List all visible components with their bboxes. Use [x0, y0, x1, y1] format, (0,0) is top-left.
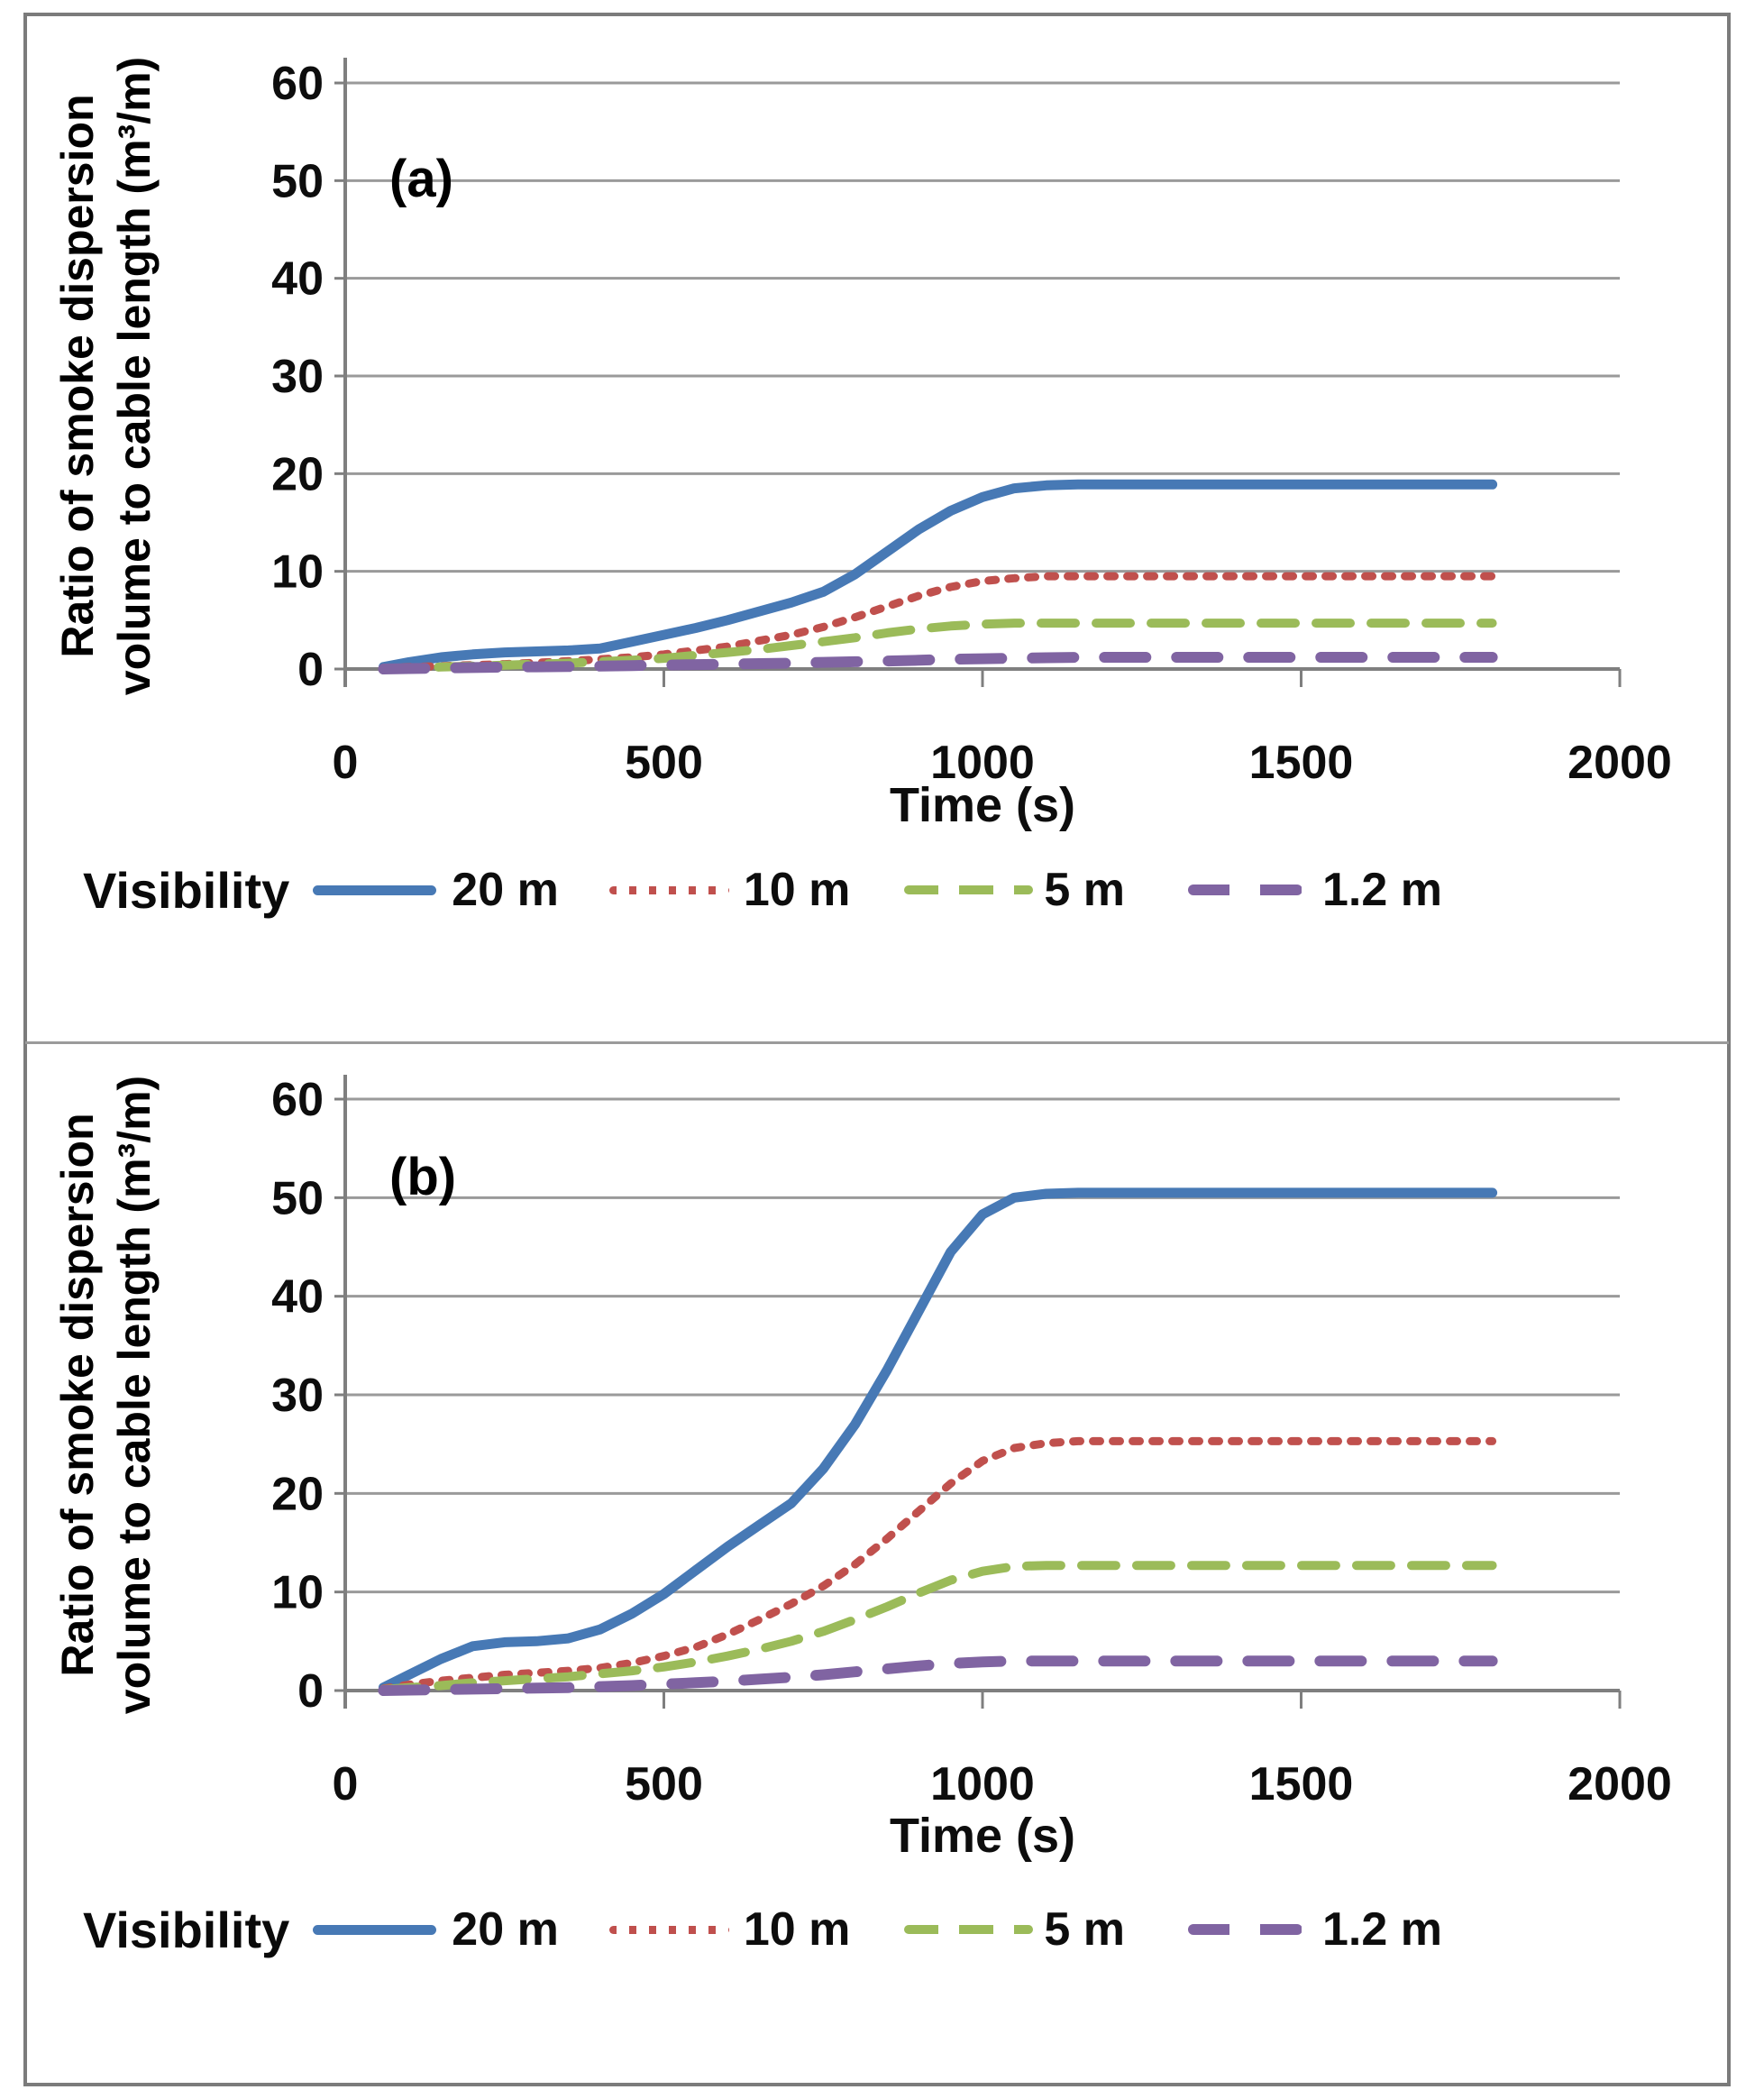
- legend-item-1-2m: 1.2 m: [1187, 1902, 1442, 1957]
- series-line-20-m: [378, 479, 1498, 673]
- svg-text:60: 60: [271, 58, 324, 110]
- svg-text:40: 40: [271, 253, 324, 306]
- svg-text:30: 30: [271, 351, 324, 403]
- legend-title-b: Visibility: [83, 1901, 290, 1958]
- legend-label-5m: 5 m: [1044, 1903, 1125, 1956]
- legend-label-20m: 20 m: [452, 1903, 559, 1956]
- x-axis-title-a: Time (s): [889, 778, 1076, 832]
- line-sample-5m-icon: [904, 885, 1034, 894]
- svg-text:0: 0: [333, 1758, 359, 1810]
- svg-text:0: 0: [333, 737, 359, 789]
- svg-text:1000: 1000: [930, 1758, 1035, 1810]
- line-sample-20m-icon: [313, 1924, 437, 1935]
- legend-item-5m: 5 m: [904, 863, 1188, 917]
- svg-text:50: 50: [271, 1172, 324, 1224]
- legend-label-1-2m: 1.2 m: [1321, 1903, 1442, 1956]
- svg-text:10: 10: [271, 1567, 324, 1619]
- legend-a: Visibility 20 m 10 m 5 m 1.2 m: [83, 858, 1442, 921]
- legend-label-10m: 10 m: [743, 1903, 851, 1956]
- legend-label-10m: 10 m: [743, 864, 851, 916]
- figure-border: [23, 13, 1731, 2086]
- line-sample-1-2m-icon: [1187, 1924, 1302, 1935]
- svg-text:0: 0: [297, 1665, 324, 1718]
- svg-text:20: 20: [271, 448, 324, 500]
- svg-text:40: 40: [271, 1271, 324, 1324]
- legend-item-20m: 20 m: [313, 1902, 609, 1957]
- svg-text:1500: 1500: [1249, 737, 1354, 789]
- legend-item-10m: 10 m: [608, 1902, 905, 1957]
- series-line-10-m: [379, 1436, 1497, 1693]
- y-axis-title-b: Ratio of smoke dispersion: [52, 1113, 103, 1676]
- line-sample-5m-icon: [904, 1925, 1034, 1934]
- y-axis-title-b: volume to cable length (m³/m): [109, 1076, 160, 1714]
- svg-text:500: 500: [625, 1758, 703, 1810]
- line-sample-1-2m-icon: [1187, 885, 1302, 895]
- line-sample-20m-icon: [313, 885, 437, 895]
- legend-item-10m: 10 m: [608, 863, 905, 917]
- svg-text:10: 10: [271, 546, 324, 599]
- legend-label-20m: 20 m: [452, 864, 559, 916]
- panel-divider: [25, 1041, 1729, 1044]
- svg-text:30: 30: [271, 1370, 324, 1422]
- legend-b: Visibility 20 m 10 m 5 m 1.2 m: [83, 1898, 1442, 1961]
- series-line-1-2-m: [378, 652, 1498, 674]
- svg-text:500: 500: [625, 737, 703, 789]
- svg-text:1500: 1500: [1249, 1758, 1354, 1810]
- legend-title-a: Visibility: [83, 861, 290, 919]
- svg-text:1000: 1000: [930, 737, 1035, 789]
- legend-item-1-2m: 1.2 m: [1187, 863, 1442, 917]
- y-axis-title-a: volume to cable length (m³/m): [109, 57, 160, 695]
- svg-text:2000: 2000: [1567, 737, 1672, 789]
- legend-item-20m: 20 m: [313, 863, 609, 917]
- legend-label-1-2m: 1.2 m: [1321, 864, 1442, 916]
- legend-item-5m: 5 m: [904, 1902, 1188, 1957]
- series-line-20-m: [378, 1187, 1498, 1693]
- y-axis-title-a: Ratio of smoke dispersion: [52, 94, 103, 657]
- svg-text:2000: 2000: [1567, 1758, 1672, 1810]
- panel-label-a: (a): [389, 150, 453, 208]
- line-sample-10m-icon: [608, 1925, 729, 1934]
- svg-text:50: 50: [271, 155, 324, 207]
- svg-text:20: 20: [271, 1468, 324, 1520]
- legend-label-5m: 5 m: [1044, 864, 1125, 916]
- line-sample-10m-icon: [608, 885, 729, 894]
- x-axis-title-b: Time (s): [889, 1809, 1076, 1863]
- panel-label-b: (b): [389, 1148, 456, 1206]
- series-line-5-m: [379, 1561, 1497, 1694]
- svg-text:60: 60: [271, 1074, 324, 1126]
- svg-text:0: 0: [297, 644, 324, 696]
- series-line-1-2-m: [378, 1655, 1498, 1696]
